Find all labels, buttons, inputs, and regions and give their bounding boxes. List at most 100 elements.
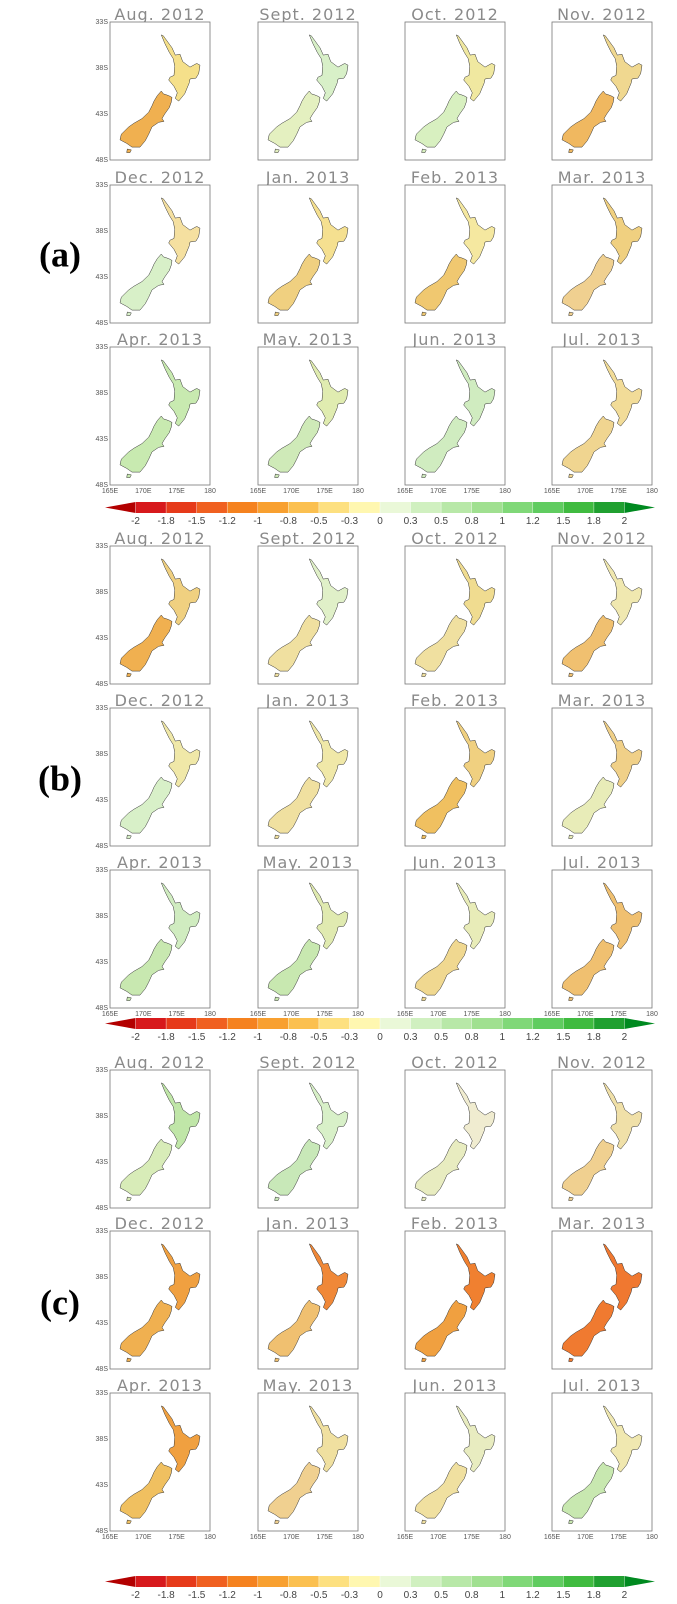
lon-label: 165E: [250, 488, 267, 495]
lon-label: 170E: [430, 488, 447, 495]
colorbar-segment: [257, 1576, 289, 1587]
north-island: [602, 1405, 643, 1473]
lon-label: 165E: [397, 1534, 414, 1541]
colorbar-segment: [563, 502, 595, 513]
map-title: Jul. 2013: [561, 1376, 641, 1395]
map-frame: [109, 1392, 211, 1532]
colorbar-label: -0.3: [341, 1590, 359, 1601]
colorbar-label: -0.3: [341, 516, 359, 527]
lat-label: 33S: [96, 344, 109, 351]
colorbar-segment: [227, 1018, 259, 1029]
lon-label: 165E: [102, 1534, 119, 1541]
map-title: Nov. 2012: [557, 1053, 647, 1072]
colorbar-segment: [593, 1018, 625, 1029]
colorbar-label: -1.5: [188, 1032, 206, 1043]
stewart-island: [274, 1196, 280, 1201]
colorbar-segment: [349, 1576, 381, 1587]
stewart-island: [126, 1357, 132, 1362]
colorbar-label: 0.8: [465, 516, 479, 527]
colorbar-segment: [471, 502, 503, 513]
north-island: [455, 720, 496, 788]
south-island: [561, 1299, 615, 1357]
south-island: [267, 253, 321, 311]
stewart-island: [568, 996, 574, 1001]
lon-label: 170E: [135, 1011, 152, 1018]
stewart-island: [568, 672, 574, 677]
map-title: Oct. 2012: [411, 529, 499, 548]
lat-label: 33S: [96, 1228, 109, 1235]
stewart-island: [421, 1519, 427, 1524]
north-island: [160, 359, 201, 427]
lat-label: 33S: [96, 19, 109, 26]
map-title: Apr. 2013: [117, 853, 203, 872]
north-island: [455, 34, 496, 102]
lon-label: 180: [499, 488, 511, 495]
colorbar-segment: [166, 1576, 197, 1587]
map-title: Jul. 2013: [561, 330, 641, 349]
stewart-island: [126, 311, 132, 316]
colorbar-label: 2: [622, 516, 628, 527]
lat-label: 43S: [96, 1159, 109, 1166]
colorbar-label: 2: [622, 1590, 628, 1601]
stewart-island: [126, 672, 132, 677]
map-title: Jun. 2013: [412, 330, 498, 349]
colorbar-segment: [349, 502, 381, 513]
north-island: [160, 1243, 201, 1311]
north-island: [455, 1405, 496, 1473]
lat-label: 48S: [96, 843, 109, 850]
stewart-island: [126, 148, 132, 153]
map-title: May. 2013: [263, 853, 354, 872]
map-title: Mar. 2013: [558, 1214, 647, 1233]
north-island: [308, 882, 349, 950]
colorbar-segment: [593, 1576, 625, 1587]
lat-label: 43S: [96, 111, 109, 118]
lon-label: 165E: [544, 488, 561, 495]
north-island: [308, 1082, 349, 1150]
south-island: [561, 1461, 615, 1519]
stewart-island: [274, 1357, 280, 1362]
stewart-island: [274, 311, 280, 316]
lon-label: 180: [646, 1011, 658, 1018]
stewart-island: [568, 473, 574, 478]
stewart-island: [421, 834, 427, 839]
colorbar-segment: [288, 1018, 320, 1029]
colorbar-segment: [227, 502, 259, 513]
north-island: [160, 34, 201, 102]
lat-label: 33S: [96, 705, 109, 712]
lon-label: 180: [204, 1534, 216, 1541]
panel-label: (a): [39, 234, 81, 274]
north-island: [308, 558, 349, 626]
south-island: [267, 1138, 321, 1196]
lon-label: 165E: [102, 1011, 119, 1018]
lat-label: 38S: [96, 65, 109, 72]
map-title: Nov. 2012: [557, 5, 647, 24]
colorbar-segment: [441, 1018, 472, 1029]
lon-label: 180: [352, 1534, 364, 1541]
colorbar-segment: [380, 502, 411, 513]
map-title: Jan. 2013: [265, 1214, 351, 1233]
colorbar-label: -2: [131, 516, 140, 527]
colorbar-segment: [532, 1576, 564, 1587]
lon-label: 175E: [168, 488, 185, 495]
map-title: Feb. 2013: [411, 1214, 499, 1233]
map-title: Jan. 2013: [265, 168, 351, 187]
north-island: [308, 720, 349, 788]
colorbar-label: -1.5: [188, 1590, 206, 1601]
colorbar-label: 0.5: [434, 1032, 448, 1043]
map-title: Apr. 2013: [117, 1376, 203, 1395]
map-title: Sept. 2012: [259, 5, 356, 24]
lat-label: 43S: [96, 1482, 109, 1489]
lon-label: 170E: [430, 1534, 447, 1541]
lon-label: 175E: [316, 1011, 333, 1018]
south-island: [119, 415, 173, 473]
lon-label: 170E: [283, 1011, 300, 1018]
lon-label: 170E: [577, 488, 594, 495]
stewart-island: [568, 1519, 574, 1524]
lon-label: 180: [352, 1011, 364, 1018]
lat-label: 43S: [96, 797, 109, 804]
colorbar-label: 0: [377, 1590, 383, 1601]
lon-label: 170E: [283, 1534, 300, 1541]
map-frame: [257, 869, 359, 1009]
colorbar-label: -0.5: [310, 1590, 328, 1601]
